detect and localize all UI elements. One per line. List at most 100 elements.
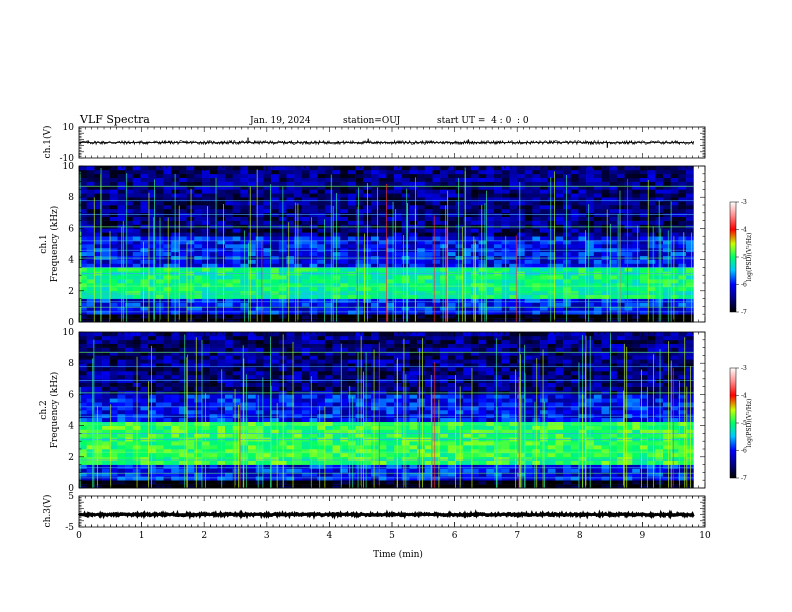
- spectrogram-cell: [570, 220, 579, 225]
- spectrogram-cell: [148, 310, 157, 315]
- spectrogram-cell: [232, 468, 241, 473]
- spectrogram-cell: [294, 363, 303, 368]
- spectrogram-cell: [563, 220, 572, 225]
- spectrogram-cell: [639, 185, 648, 190]
- spectrogram-cell: [301, 240, 310, 245]
- spectrogram-cell: [309, 275, 318, 280]
- spectrogram-cell: [440, 185, 449, 190]
- spectrogram-cell: [486, 220, 495, 225]
- spectrogram-cell: [547, 177, 556, 182]
- spectrogram-cell: [478, 251, 487, 256]
- spectrogram-cell: [463, 181, 472, 186]
- spectrogram-cell: [125, 406, 134, 411]
- spectrogram-cell: [263, 456, 272, 461]
- spectrogram-cell: [201, 318, 210, 323]
- spectrogram-cell: [140, 166, 149, 171]
- spectrogram-cell: [417, 197, 426, 202]
- spectrogram-cell: [132, 216, 141, 221]
- spectrogram-cell: [148, 259, 157, 264]
- spectrogram-cell: [271, 240, 280, 245]
- spectrogram-cell: [248, 208, 257, 214]
- spectrogram-cell: [601, 290, 610, 295]
- spectrogram-cell: [371, 294, 379, 299]
- spectrogram-cell: [86, 189, 95, 194]
- spectrogram-cell: [102, 166, 111, 171]
- spectrogram-cell: [517, 279, 525, 284]
- spectrogram-cell: [86, 298, 95, 303]
- spectrogram-cell: [340, 189, 349, 194]
- spectrogram-cell: [455, 240, 464, 245]
- spectrogram-cell: [524, 173, 533, 178]
- spectrogram-cell: [424, 310, 433, 315]
- spectrogram-cell: [240, 347, 249, 352]
- spectrogram-cell: [248, 181, 257, 186]
- spectrogram-cell: [609, 244, 618, 249]
- spectrogram-cell: [301, 279, 310, 284]
- spectrogram-cell: [317, 197, 326, 202]
- spectrogram-cell: [140, 290, 149, 295]
- spectrogram-cell: [309, 201, 318, 206]
- spectrogram-cell: [455, 275, 464, 280]
- spectrogram-cell: [294, 371, 303, 376]
- spectrogram-cell: [248, 429, 257, 434]
- spectrogram-cell: [102, 208, 111, 214]
- spectrogram-cell: [378, 290, 387, 295]
- spectrogram-cell: [163, 402, 172, 407]
- spectrogram-cell: [201, 464, 210, 469]
- spectrogram-cell: [217, 193, 226, 198]
- spectrogram-cell: [240, 378, 249, 383]
- spectrogram-cell: [109, 429, 118, 434]
- spectrogram-cell: [232, 263, 241, 268]
- spectrogram-cell: [201, 417, 210, 422]
- spectrogram-cell: [178, 205, 187, 210]
- spectrogram-cell: [271, 476, 280, 481]
- spectrogram-cell: [340, 193, 349, 198]
- spectrogram-cell: [94, 201, 103, 206]
- spectrogram-cell: [547, 240, 556, 245]
- spectrogram-cell: [678, 310, 687, 315]
- spectrogram-cell: [117, 449, 126, 454]
- spectrogram-cell: [286, 406, 295, 411]
- spectrogram-cell: [324, 306, 333, 311]
- spectrogram-cell: [225, 355, 233, 360]
- spectrogram-cell: [309, 181, 318, 186]
- spectrogram-cell: [517, 294, 525, 299]
- spectrogram-cell: [225, 263, 233, 268]
- spectrogram-cell: [201, 445, 210, 450]
- spectrogram-cell: [94, 378, 103, 383]
- spectrogram-cell: [432, 220, 441, 225]
- spectrogram-cell: [532, 166, 541, 171]
- spectrogram-cell: [140, 251, 149, 256]
- spectrogram-cell: [678, 228, 687, 233]
- spectrogram-cell: [240, 193, 249, 198]
- spectrogram-cell: [125, 429, 134, 434]
- spectrogram-cell: [79, 201, 87, 206]
- spectrogram-cell: [324, 216, 333, 221]
- spectrogram-cell: [271, 236, 280, 241]
- spectrogram-cell: [417, 212, 426, 217]
- spectrogram-cell: [102, 177, 111, 182]
- spectrogram-cell: [263, 433, 272, 438]
- spectrogram-cell: [86, 378, 95, 383]
- spectrogram-cell: [486, 283, 495, 288]
- spectrogram-cell: [424, 173, 433, 178]
- spectrogram-cell: [355, 169, 364, 175]
- spectrogram-cell: [447, 201, 456, 206]
- spectrogram-cell: [163, 251, 172, 256]
- spectrogram-cell: [217, 314, 226, 319]
- spectrogram-cell: [94, 205, 103, 210]
- spectrogram-cell: [286, 205, 295, 210]
- spectrogram-cell: [432, 166, 441, 171]
- spectrogram-cell: [517, 232, 525, 237]
- spectrogram-cell: [586, 286, 595, 292]
- spectrogram-cell: [463, 251, 472, 256]
- spectrogram-cell: [555, 169, 564, 175]
- spectrogram-cell: [194, 197, 203, 202]
- spectrogram-cell: [517, 310, 525, 315]
- spectrogram-cell: [109, 166, 118, 171]
- spectrogram-cell: [678, 251, 687, 256]
- spectrogram-cell: [663, 290, 671, 295]
- spectrogram-cell: [455, 251, 464, 256]
- spectrogram-cell: [271, 181, 280, 186]
- spectrogram-cell: [178, 386, 187, 391]
